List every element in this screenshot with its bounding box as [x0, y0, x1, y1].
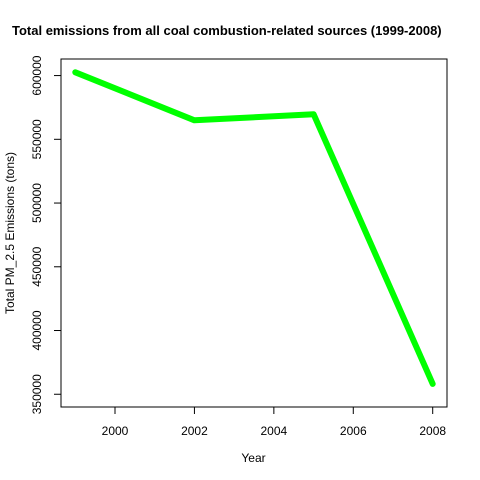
y-tick-label: 550000: [30, 119, 44, 159]
y-tick-label: 450000: [30, 246, 44, 286]
x-axis-label: Year: [241, 451, 265, 465]
x-tick-label: 2000: [102, 424, 129, 438]
y-tick-label: 500000: [30, 183, 44, 223]
x-tick-label: 2002: [181, 424, 208, 438]
x-tick-label: 2008: [419, 424, 446, 438]
plot-area: 2000 2002 2004 2006 2008 350000 400000 450000 50…: [30, 55, 448, 438]
plot-frame: [60, 58, 448, 408]
y-tick-label: 350000: [30, 374, 44, 414]
chart-title: Total emissions from all coal combustion…: [12, 23, 442, 38]
y-tick-label: 400000: [30, 310, 44, 350]
y-axis-label: Total PM_2.5 Emissions (tons): [3, 152, 17, 314]
series-line: [72, 69, 436, 387]
x-tick-label: 2004: [261, 424, 288, 438]
y-tick-label: 600000: [30, 55, 44, 95]
x-tick-label: 2006: [340, 424, 367, 438]
